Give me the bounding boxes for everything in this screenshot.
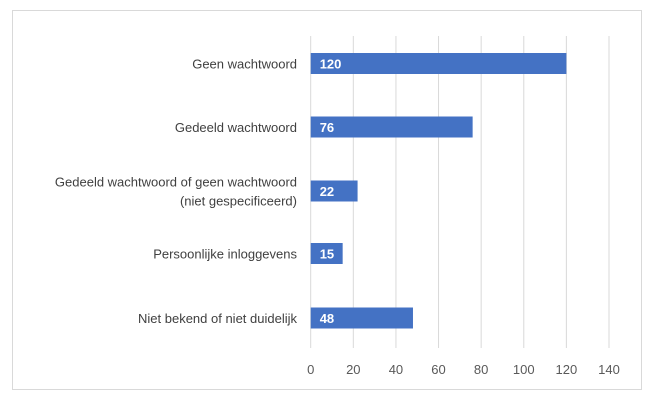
bar <box>310 307 413 329</box>
category-label: Gedeeld wachtwoord <box>175 120 297 135</box>
category-label: Persoonlijke inloggevens <box>153 247 297 262</box>
x-tick-label: 140 <box>598 362 620 377</box>
data-label: 76 <box>320 120 334 135</box>
data-label: 22 <box>320 184 334 199</box>
category-label: (niet gespecificeerd) <box>180 194 297 209</box>
bar <box>310 243 343 264</box>
x-tick-label: 40 <box>389 362 403 377</box>
data-label: 15 <box>320 247 334 262</box>
data-label: 120 <box>320 57 342 72</box>
x-tick-label: 100 <box>513 362 535 377</box>
bar <box>310 53 567 74</box>
data-label: 48 <box>320 311 334 326</box>
bar <box>310 180 358 202</box>
category-label: Niet bekend of niet duidelijk <box>138 311 297 326</box>
x-tick-label: 0 <box>307 362 314 377</box>
x-tick-label: 20 <box>346 362 360 377</box>
category-label: Geen wachtwoord <box>192 57 297 72</box>
x-tick-label: 120 <box>556 362 578 377</box>
bar <box>310 116 473 138</box>
category-label: Gedeeld wachtwoord of geen wachtwoord <box>55 175 297 190</box>
x-tick-label: 80 <box>474 362 488 377</box>
x-tick-label: 60 <box>431 362 445 377</box>
